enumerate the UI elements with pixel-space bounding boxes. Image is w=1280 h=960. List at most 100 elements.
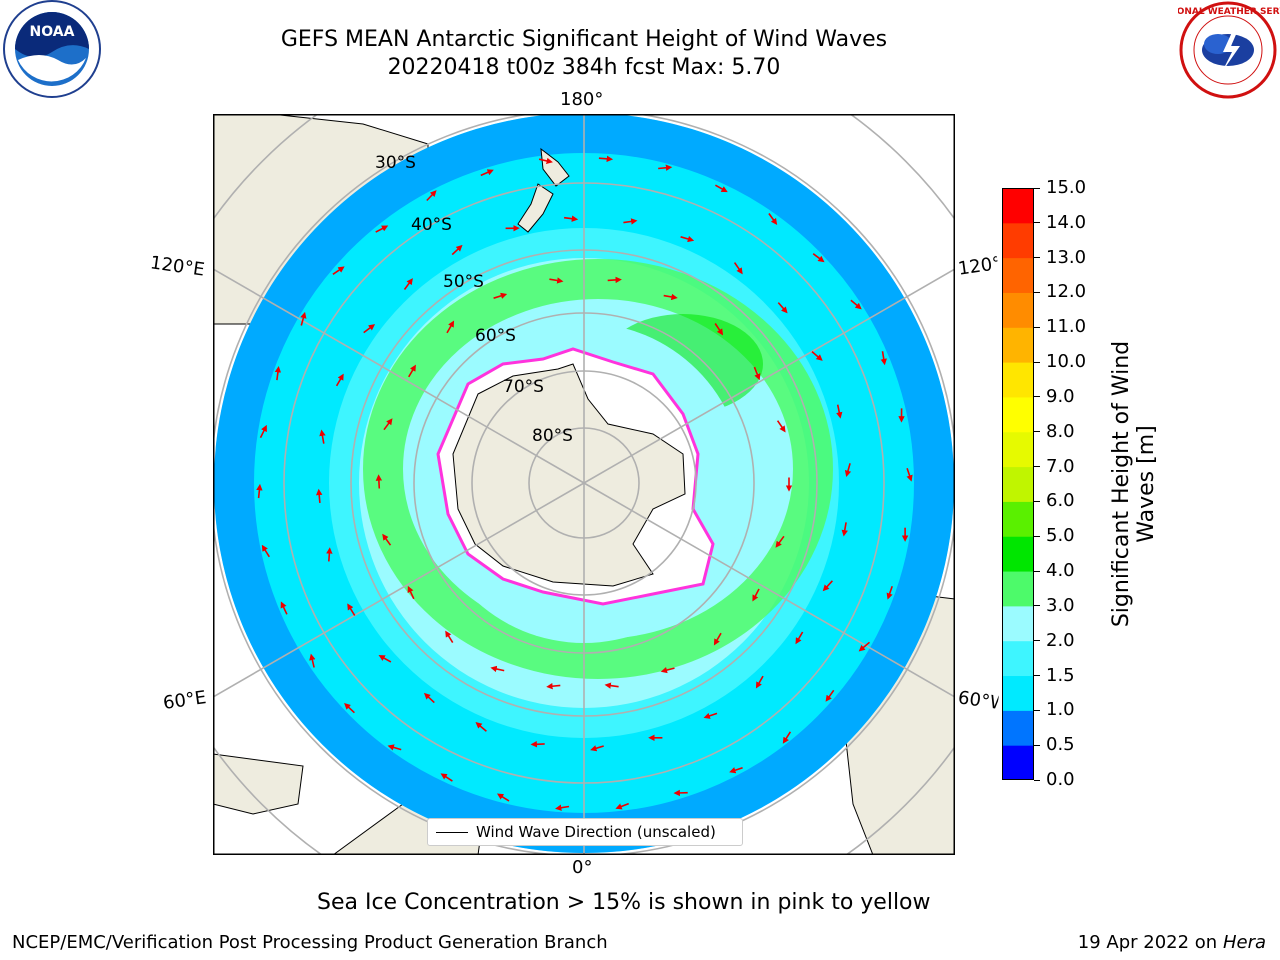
- wind-wave-arrow-icon: [344, 703, 355, 714]
- wind-wave-arrow-icon: [538, 157, 553, 165]
- wind-wave-arrow-icon: [326, 547, 333, 562]
- colorbar-tick-label: 7.0: [1034, 456, 1075, 477]
- wind-wave-arrow-icon: [836, 404, 843, 419]
- wind-wave-arrow-icon: [480, 169, 494, 177]
- wind-wave-arrow-icon: [906, 467, 913, 482]
- wind-wave-arrow-icon: [490, 665, 505, 673]
- colorbar-tick-label: 10.0: [1034, 351, 1086, 372]
- footer-date: 19 Apr 2022 on Hera: [1078, 932, 1266, 953]
- colorbar-tick-label: 1.0: [1034, 699, 1075, 720]
- wind-wave-arrow-icon: [316, 488, 323, 503]
- colorbar-tick-label: 3.0: [1034, 595, 1075, 616]
- wind-wave-arrow-icon: [347, 603, 356, 616]
- colorbar: [1002, 188, 1034, 781]
- colorbar-tick-label: 11.0: [1034, 316, 1086, 337]
- wind-wave-arrow-icon: [753, 366, 761, 381]
- colorbar-segment: [1002, 640, 1034, 677]
- wind-wave-arrow-icon: [680, 235, 695, 243]
- lon-label-120e: 120°E: [148, 252, 206, 281]
- africa-madagascar-land: [213, 753, 304, 815]
- wind-wave-arrow-icon: [546, 682, 561, 690]
- colorbar-segment: [1002, 605, 1034, 642]
- wind-wave-arrow-icon: [256, 483, 263, 499]
- wind-wave-arrow-icon: [623, 218, 638, 225]
- chart-title-line2: 20220418 t00z 384h fcst Max: 5.70: [387, 55, 781, 80]
- colorbar-segment: [1002, 745, 1034, 781]
- wind-wave-arrow-icon: [714, 323, 724, 336]
- colorbar-segment: [1002, 536, 1034, 572]
- colorbar-segment: [1002, 571, 1034, 607]
- colorbar-segment: [1002, 431, 1034, 468]
- legend-label: Wind Wave Direction (unscaled): [476, 823, 716, 841]
- wind-wave-arrows: [256, 155, 913, 811]
- wind-wave-arrow-icon: [858, 641, 871, 652]
- polar-map: 30°S 40°S 50°S 60°S 70°S 80°S: [213, 114, 955, 855]
- wind-wave-arrow-icon: [382, 533, 392, 546]
- wind-wave-arrow-icon: [375, 474, 383, 489]
- lat-label-60s: 60°S: [475, 326, 516, 346]
- colorbar-tick-label: 8.0: [1034, 421, 1075, 442]
- wind-wave-arrow-icon: [825, 689, 835, 702]
- colorbar-segment: [1002, 327, 1034, 363]
- footer-host: Hera: [1222, 932, 1266, 953]
- wind-wave-arrow-icon: [407, 585, 415, 600]
- lat-label-50s: 50°S: [443, 272, 484, 292]
- lon-label-120w: 120°W: [956, 253, 1000, 280]
- colorbar-segment: [1002, 710, 1034, 746]
- wind-wave-arrow-icon: [563, 215, 579, 222]
- colorbar-tick-label: 5.0: [1034, 525, 1075, 546]
- wind-wave-arrow-icon: [615, 802, 629, 810]
- wind-wave-arrow-icon: [387, 744, 402, 751]
- wind-wave-arrow-icon: [811, 350, 823, 361]
- colorbar-segment: [1002, 675, 1034, 711]
- wind-wave-arrow-icon: [530, 741, 545, 748]
- colorbar-tick-label: 12.0: [1034, 281, 1086, 302]
- wind-wave-arrow-icon: [549, 277, 564, 284]
- wind-wave-arrow-icon: [777, 302, 788, 314]
- colorbar-segment: [1002, 466, 1034, 502]
- new-zealand-south-land: [517, 183, 554, 233]
- wind-wave-arrow-icon: [729, 767, 743, 774]
- wind-wave-arrow-icon: [782, 731, 792, 744]
- lon-label-60w: 60°W: [956, 687, 1000, 714]
- wind-wave-arrow-icon: [755, 675, 764, 689]
- wind-wave-arrow-icon: [604, 682, 619, 689]
- colorbar-tick-label: 0.5: [1034, 734, 1075, 755]
- wind-wave-arrow-icon: [733, 262, 743, 275]
- wind-wave-arrow-icon: [383, 418, 393, 431]
- map-panel: 30°S 40°S 50°S 60°S 70°S 80°S Wind Wave …: [213, 114, 955, 855]
- wind-wave-arrow-icon: [475, 722, 487, 732]
- wind-wave-arrow-icon: [776, 420, 786, 433]
- nws-logo-text: NATIONAL WEATHER SERVICE: [1178, 7, 1280, 17]
- wind-wave-arrow-icon: [715, 184, 728, 193]
- wind-wave-arrow-icon: [445, 630, 454, 644]
- lat-label-30s: 30°S: [375, 153, 416, 173]
- wind-wave-arrow-icon: [426, 190, 437, 202]
- wind-wave-arrow-icon: [812, 253, 825, 263]
- wind-wave-arrow-icon: [822, 580, 833, 592]
- wind-wave-arrow-icon: [590, 745, 604, 752]
- graticule: [213, 114, 955, 855]
- colorbar-tick-label: 15.0: [1034, 177, 1086, 198]
- lat-label-40s: 40°S: [411, 215, 452, 235]
- colorbar-segment: [1002, 188, 1034, 224]
- map-frame: [213, 114, 955, 855]
- wind-wave-arrow-icon: [607, 276, 622, 284]
- wind-wave-arrow-icon: [280, 601, 288, 615]
- wind-wave-arrow-icon: [598, 155, 614, 163]
- colorbar-tick-label: 14.0: [1034, 212, 1086, 233]
- wind-wave-arrow-icon: [309, 653, 316, 668]
- lat-label-80s: 80°S: [532, 426, 573, 446]
- colorbar-tick-label: 1.5: [1034, 665, 1075, 686]
- wind-wave-arrow-icon: [795, 631, 804, 645]
- wind-wave-arrow-icon: [440, 773, 453, 782]
- wind-wave-arrow-icon: [423, 692, 435, 704]
- colorbar-label: Significant Height of Wind Waves [m]: [1109, 340, 1159, 628]
- colorbar-tick-label: 13.0: [1034, 247, 1086, 268]
- wind-wave-arrow-icon: [775, 535, 785, 548]
- colorbar-tick-label: 4.0: [1034, 560, 1075, 581]
- wind-wave-arrow-icon: [261, 544, 270, 558]
- wind-wave-arrow-icon: [703, 712, 718, 719]
- wind-wave-arrow-icon: [880, 351, 887, 366]
- colorbar-tick-label: 6.0: [1034, 490, 1075, 511]
